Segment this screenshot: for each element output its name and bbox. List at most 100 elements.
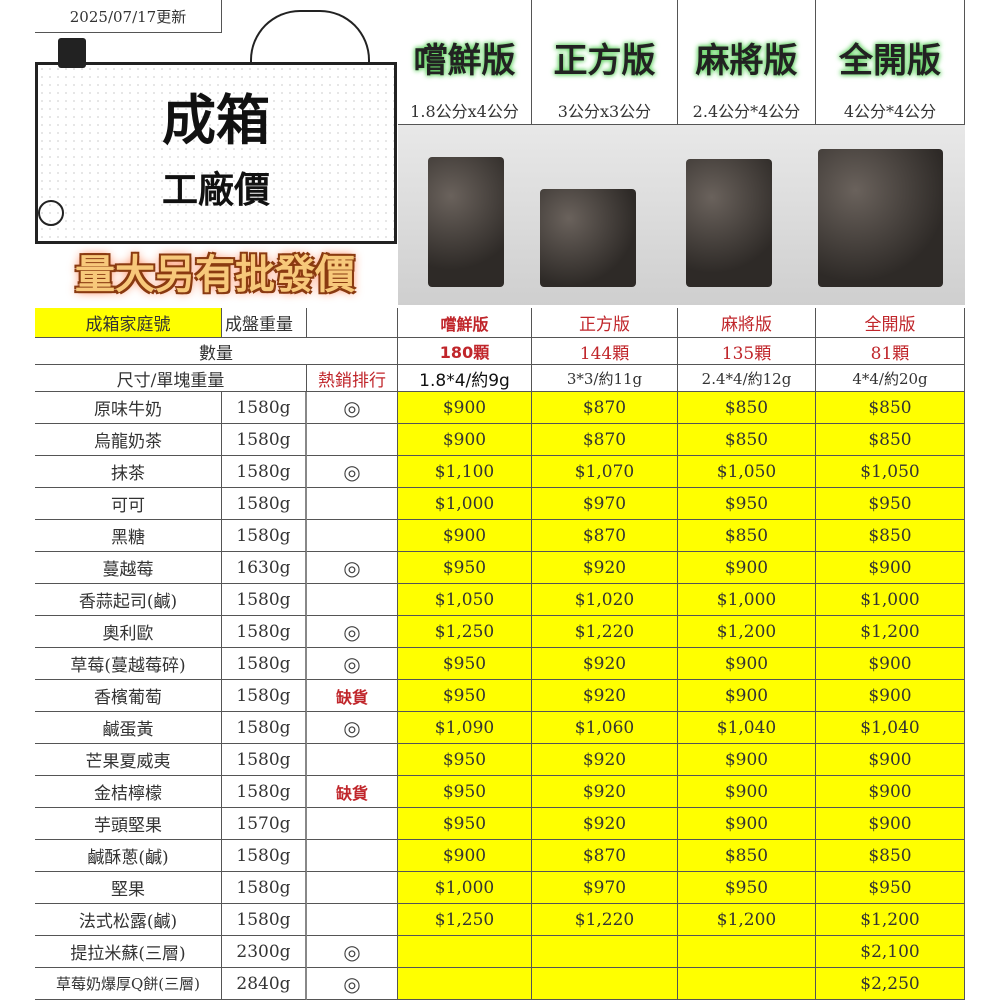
price-cell: $2,250 bbox=[816, 968, 965, 1000]
price-cell: $900 bbox=[816, 680, 965, 712]
price-cell: $1,200 bbox=[678, 904, 816, 936]
price-cell: $900 bbox=[678, 648, 816, 680]
blank-header bbox=[307, 308, 398, 338]
product-weight: 1580g bbox=[222, 648, 307, 680]
product-name: 草莓奶爆厚Q餅(三層) bbox=[35, 968, 222, 1000]
product-name: 香蒜起司(鹹) bbox=[35, 584, 222, 616]
price-cell: $920 bbox=[532, 776, 678, 808]
price-cell: $900 bbox=[398, 392, 532, 424]
price-cell: $920 bbox=[532, 808, 678, 840]
version-size: 3*3/約11g bbox=[532, 365, 678, 392]
price-cell: $920 bbox=[532, 552, 678, 584]
hot-rank: ◎ bbox=[307, 936, 398, 968]
price-cell: $950 bbox=[398, 744, 532, 776]
price-cell: $1,020 bbox=[532, 584, 678, 616]
price-cell: $900 bbox=[398, 424, 532, 456]
price-cell: $900 bbox=[678, 744, 816, 776]
version-dimensions: 1.8公分x4公分 bbox=[398, 95, 532, 125]
product-name: 香檳葡萄 bbox=[35, 680, 222, 712]
price-cell: $1,040 bbox=[816, 712, 965, 744]
hot-rank bbox=[307, 744, 398, 776]
price-cell: $1,200 bbox=[678, 616, 816, 648]
price-cell: $2,100 bbox=[816, 936, 965, 968]
hot-rank: ◎ bbox=[307, 712, 398, 744]
price-cell: $1,220 bbox=[532, 904, 678, 936]
version-count: 81顆 bbox=[816, 338, 965, 365]
product-weight: 1580g bbox=[222, 424, 307, 456]
price-cell: $970 bbox=[532, 872, 678, 904]
price-cell: $850 bbox=[816, 424, 965, 456]
product-name: 鹹酥蔥(鹹) bbox=[35, 840, 222, 872]
price-cell: $900 bbox=[816, 744, 965, 776]
price-cell: $850 bbox=[816, 840, 965, 872]
product-weight: 1580g bbox=[222, 904, 307, 936]
price-cell: $900 bbox=[678, 776, 816, 808]
hot-rank: ◎ bbox=[307, 968, 398, 1000]
product-weight: 1570g bbox=[222, 808, 307, 840]
family-header: 成箱家庭號 bbox=[35, 308, 222, 338]
price-cell: $1,060 bbox=[532, 712, 678, 744]
hot-rank bbox=[307, 872, 398, 904]
version-count: 180顆 bbox=[398, 338, 532, 365]
version-header: 麻將版 bbox=[678, 308, 816, 338]
version-size: 4*4/約20g bbox=[816, 365, 965, 392]
price-cell: $870 bbox=[532, 840, 678, 872]
product-name: 草莓(蔓越莓碎) bbox=[35, 648, 222, 680]
price-cell: $900 bbox=[816, 648, 965, 680]
price-cell: $1,050 bbox=[678, 456, 816, 488]
hot-rank bbox=[307, 840, 398, 872]
hot-rank bbox=[307, 424, 398, 456]
price-cell: $850 bbox=[678, 840, 816, 872]
hot-rank: ◎ bbox=[307, 456, 398, 488]
price-cell: $1,050 bbox=[816, 456, 965, 488]
product-name: 芒果夏威夷 bbox=[35, 744, 222, 776]
title-banner: 成箱 工廠價 bbox=[35, 62, 397, 244]
price-cell: $900 bbox=[816, 776, 965, 808]
product-weight: 1580g bbox=[222, 840, 307, 872]
price-cell: $950 bbox=[398, 552, 532, 584]
product-name: 金桔檸檬 bbox=[35, 776, 222, 808]
price-cell: $920 bbox=[532, 744, 678, 776]
weight-header: 成盤重量 bbox=[222, 308, 307, 338]
price-cell: $1,250 bbox=[398, 904, 532, 936]
price-cell: $950 bbox=[816, 488, 965, 520]
price-cell: $950 bbox=[678, 872, 816, 904]
product-weight: 1580g bbox=[222, 520, 307, 552]
hot-rank: ◎ bbox=[307, 552, 398, 584]
hot-rank: 缺貨 bbox=[307, 680, 398, 712]
price-cell: $1,090 bbox=[398, 712, 532, 744]
version-dimensions: 3公分x3公分 bbox=[532, 95, 678, 125]
price-cell: $1,200 bbox=[816, 616, 965, 648]
price-cell: $950 bbox=[398, 776, 532, 808]
price-cell: $870 bbox=[532, 424, 678, 456]
product-name: 法式松露(鹹) bbox=[35, 904, 222, 936]
product-name: 奧利歐 bbox=[35, 616, 222, 648]
banner-subtitle: 工廠價 bbox=[161, 170, 270, 211]
product-weight: 1580g bbox=[222, 776, 307, 808]
cube-photo bbox=[686, 159, 772, 287]
price-cell: $950 bbox=[816, 872, 965, 904]
price-cell: $1,000 bbox=[816, 584, 965, 616]
price-cell bbox=[398, 968, 532, 1000]
price-cell bbox=[678, 936, 816, 968]
product-weight: 2300g bbox=[222, 936, 307, 968]
product-weight: 1580g bbox=[222, 456, 307, 488]
price-cell: $850 bbox=[816, 520, 965, 552]
price-cell bbox=[532, 936, 678, 968]
size-header: 尺寸/單塊重量 bbox=[35, 365, 307, 392]
hot-rank bbox=[307, 808, 398, 840]
price-cell: $970 bbox=[532, 488, 678, 520]
product-name: 原味牛奶 bbox=[35, 392, 222, 424]
price-cell: $900 bbox=[816, 808, 965, 840]
version-dimensions: 2.4公分*4公分 bbox=[678, 95, 816, 125]
product-name: 堅果 bbox=[35, 872, 222, 904]
price-cell bbox=[532, 968, 678, 1000]
product-name: 蔓越莓 bbox=[35, 552, 222, 584]
product-weight: 1580g bbox=[222, 744, 307, 776]
bear-illustration bbox=[250, 10, 370, 62]
smiley-icon bbox=[38, 200, 64, 226]
product-name: 烏龍奶茶 bbox=[35, 424, 222, 456]
price-cell: $950 bbox=[398, 808, 532, 840]
price-cell: $900 bbox=[678, 808, 816, 840]
wholesale-promo: 量大另有批發價 bbox=[75, 252, 355, 298]
